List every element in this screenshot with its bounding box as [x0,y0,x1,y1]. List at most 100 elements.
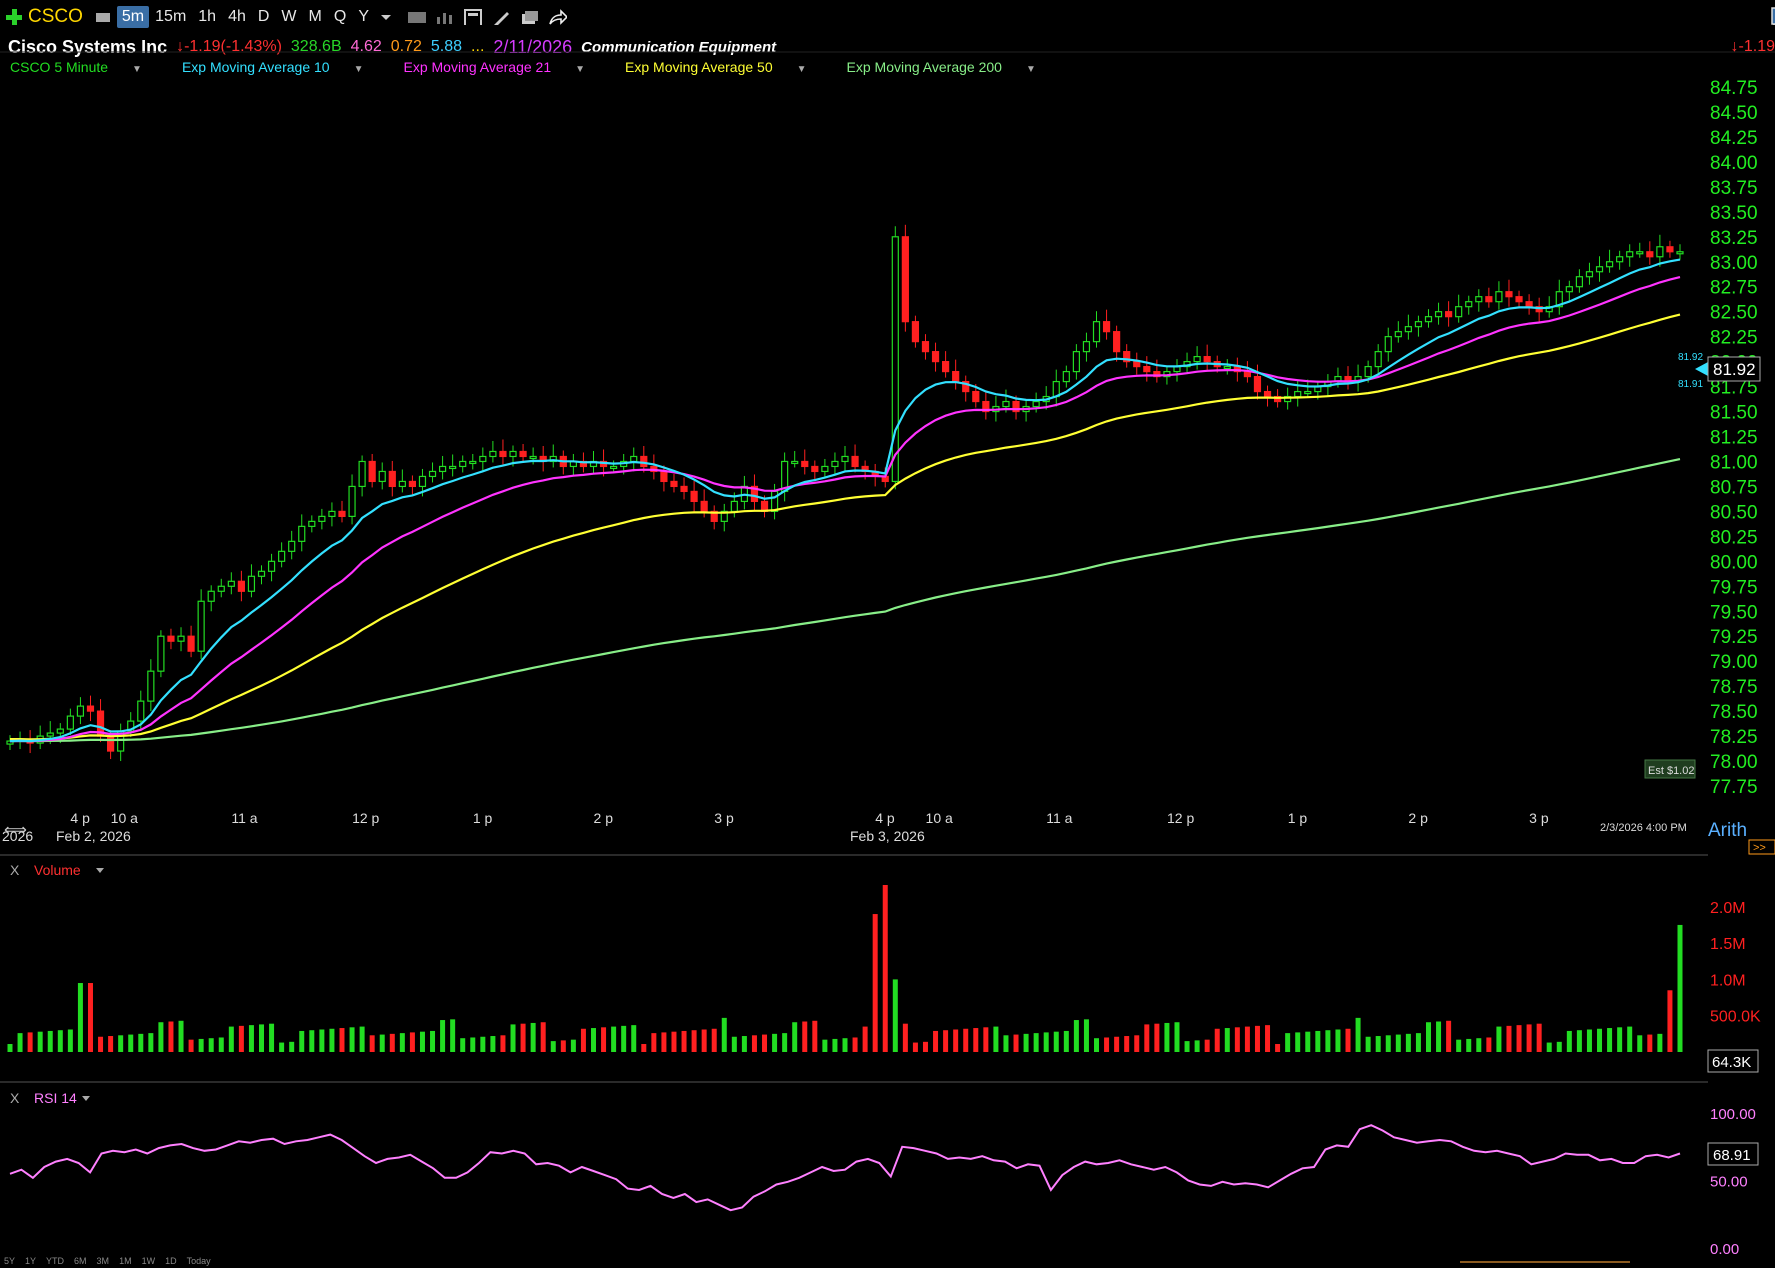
candle[interactable] [107,735,115,752]
candle[interactable] [1475,296,1483,303]
candle[interactable] [1585,271,1594,278]
candle[interactable] [348,485,356,517]
candle[interactable] [750,485,759,503]
candle[interactable] [288,540,296,552]
candle[interactable] [358,460,366,488]
candle[interactable] [1404,326,1412,333]
candle[interactable] [388,470,396,488]
candle[interactable] [247,575,256,592]
candle[interactable] [720,510,728,522]
candle[interactable] [187,635,195,652]
candle[interactable] [1253,375,1262,393]
candle[interactable] [1223,366,1231,370]
candle[interactable] [730,500,738,512]
candle[interactable] [479,455,487,463]
range-6m[interactable]: 6M [74,1256,87,1266]
close-volume-pane-icon[interactable]: X [10,862,20,878]
candle[interactable] [1595,266,1604,273]
candle[interactable] [791,460,799,465]
candle[interactable] [137,700,145,722]
chevron-down-icon[interactable]: ▼ [132,64,142,75]
candle[interactable] [770,490,779,512]
candle[interactable] [438,465,447,473]
range-1y[interactable]: 1Y [25,1256,37,1266]
add-symbol-icon[interactable] [6,9,22,25]
candle[interactable] [1394,331,1402,338]
chevron-down-icon[interactable] [82,1096,90,1101]
range-ytd[interactable]: YTD [46,1256,65,1266]
candle[interactable] [690,490,698,503]
chevron-down-icon[interactable]: ▼ [575,64,586,75]
more-dots[interactable]: ... [471,38,485,55]
candle[interactable] [1626,251,1634,258]
expand-icon[interactable]: >> [1753,842,1766,854]
candle[interactable] [962,380,970,393]
candle[interactable] [197,600,205,652]
candle[interactable] [1102,321,1111,333]
timeframe-w[interactable]: W [281,8,297,25]
candle[interactable] [891,236,899,483]
candle[interactable] [982,400,990,413]
candle[interactable] [841,455,849,463]
chevron-down-icon[interactable] [379,9,399,25]
candle[interactable] [177,635,185,642]
window-icon[interactable] [1771,6,1775,26]
legend-ema10[interactable]: Exp Moving Average 10 ▼ [181,59,364,75]
candle[interactable] [1646,251,1654,258]
timeframe-d[interactable]: D [257,8,270,25]
candle[interactable] [821,465,829,473]
candle[interactable] [378,470,386,483]
calculator-icon[interactable] [463,9,483,25]
symbol-input[interactable]: CSCO [28,6,83,27]
candle[interactable] [278,550,286,562]
candle[interactable] [972,390,980,403]
candle[interactable] [1243,370,1252,378]
chart-style-icon[interactable] [93,9,113,25]
scan-icon[interactable]: S [1771,6,1775,26]
timeframe-q[interactable]: Q [333,8,347,25]
candle[interactable] [1636,251,1644,255]
scroll-arrows-icon[interactable]: ⟺ [4,822,27,839]
candle[interactable] [1012,400,1020,413]
timeframe-15m[interactable]: 15m [155,8,187,25]
candle[interactable] [1495,291,1503,303]
candle[interactable] [549,455,557,463]
legend-ema200[interactable]: Exp Moving Average 200 ▼ [846,59,1036,75]
candle[interactable] [56,728,64,734]
candle[interactable] [459,460,467,468]
candle[interactable] [921,341,930,353]
candle[interactable] [831,460,839,468]
indicator-icon[interactable] [407,9,427,25]
candle[interactable] [1555,291,1563,308]
candle[interactable] [1616,256,1624,263]
candle[interactable] [46,732,54,737]
draw-pencil-icon[interactable] [491,9,511,25]
candle[interactable] [86,705,95,712]
close-rsi-pane-icon[interactable]: X [10,1090,20,1106]
range-1d[interactable]: 1D [165,1256,177,1266]
candle[interactable] [1525,301,1533,308]
candle[interactable] [469,460,477,465]
candle[interactable] [1193,356,1201,363]
candle[interactable] [1364,366,1372,378]
candle[interactable] [328,510,336,517]
candle[interactable] [167,635,175,642]
candle[interactable] [670,480,678,488]
candle[interactable] [1082,341,1091,353]
layers-icon[interactable] [519,9,539,25]
candle[interactable] [489,450,497,458]
candle[interactable] [449,465,457,470]
candle[interactable] [1424,316,1433,323]
candle[interactable] [1485,296,1493,303]
candle[interactable] [1414,321,1423,328]
candle[interactable] [911,321,920,343]
chevron-down-icon[interactable]: ▼ [353,64,364,75]
candle[interactable] [1002,400,1010,408]
chevron-down-icon[interactable] [96,868,104,873]
candle[interactable] [640,455,648,468]
candle[interactable] [398,480,406,488]
candle[interactable] [1565,286,1573,293]
candle[interactable] [1284,395,1292,403]
candle[interactable] [1575,276,1583,288]
candle[interactable] [630,455,638,463]
